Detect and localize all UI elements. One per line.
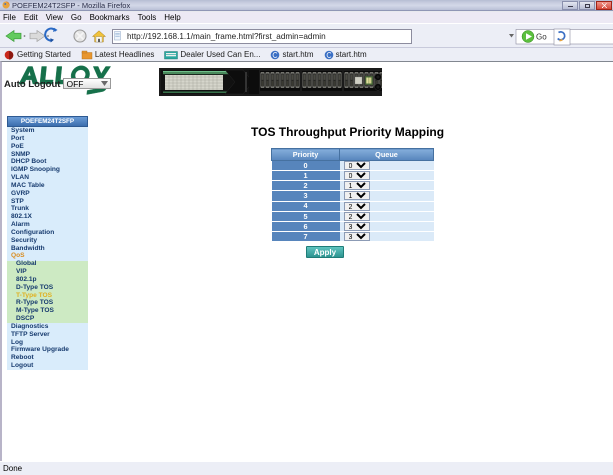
svg-text:Go: Go bbox=[536, 32, 547, 41]
